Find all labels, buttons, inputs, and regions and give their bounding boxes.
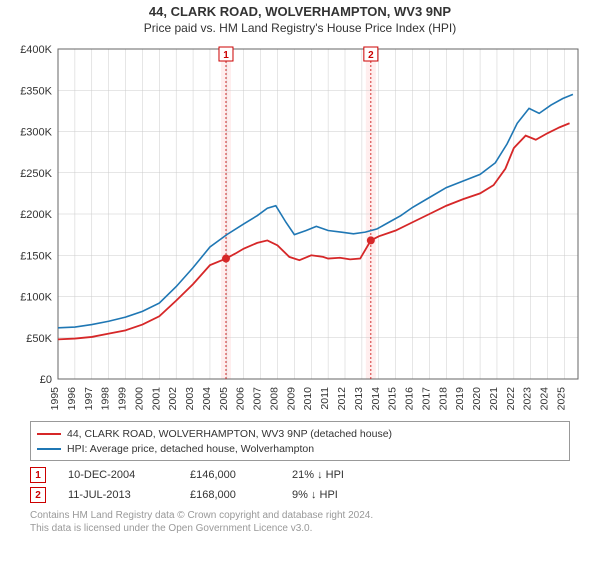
line-chart: £0 £50K £100K £150K £200K £250K £300K £350K £400… xyxy=(10,43,590,415)
svg-text:2016: 2016 xyxy=(404,387,416,411)
chart-subtitle: Price paid vs. HM Land Registry's House … xyxy=(0,21,600,35)
svg-text:2: 2 xyxy=(368,50,374,61)
svg-text:1999: 1999 xyxy=(117,387,129,411)
legend-label: HPI: Average price, detached house, Wolv… xyxy=(67,443,314,455)
svg-text:£350K: £350K xyxy=(20,85,52,97)
svg-text:2021: 2021 xyxy=(488,387,500,411)
svg-text:2007: 2007 xyxy=(252,387,264,411)
svg-text:1997: 1997 xyxy=(83,387,95,411)
transaction-date: 11-JUL-2013 xyxy=(68,489,168,501)
svg-text:2010: 2010 xyxy=(302,387,314,411)
transaction-marker: 1 xyxy=(30,467,46,483)
svg-text:2011: 2011 xyxy=(319,387,331,410)
svg-text:1995: 1995 xyxy=(49,387,61,411)
transaction-delta: 21% ↓ HPI xyxy=(292,469,382,481)
svg-text:£150K: £150K xyxy=(20,250,52,262)
svg-text:2024: 2024 xyxy=(539,387,551,411)
svg-text:2003: 2003 xyxy=(184,387,196,411)
svg-text:£50K: £50K xyxy=(26,333,52,345)
svg-text:2002: 2002 xyxy=(167,387,179,411)
svg-text:2004: 2004 xyxy=(201,387,213,411)
chart-title: 44, CLARK ROAD, WOLVERHAMPTON, WV3 9NP xyxy=(0,4,600,19)
svg-text:2018: 2018 xyxy=(437,387,449,411)
svg-text:2023: 2023 xyxy=(522,387,534,411)
svg-text:£200K: £200K xyxy=(20,209,52,221)
svg-text:2017: 2017 xyxy=(420,387,432,411)
svg-text:2006: 2006 xyxy=(235,387,247,411)
legend-swatch xyxy=(37,433,61,435)
svg-text:£300K: £300K xyxy=(20,127,52,139)
svg-text:1998: 1998 xyxy=(100,387,112,411)
chart-area: £0 £50K £100K £150K £200K £250K £300K £350K £400… xyxy=(10,43,590,415)
legend: 44, CLARK ROAD, WOLVERHAMPTON, WV3 9NP (… xyxy=(30,421,570,461)
transaction-table: 1 10-DEC-2004 £146,000 21% ↓ HPI 2 11-JUL-201… xyxy=(30,465,570,505)
transaction-row: 1 10-DEC-2004 £146,000 21% ↓ HPI xyxy=(30,465,570,485)
transaction-row: 2 11-JUL-2013 £168,000 9% ↓ HPI xyxy=(30,485,570,505)
svg-text:2019: 2019 xyxy=(454,387,466,411)
footer-attribution: Contains HM Land Registry data © Crown c… xyxy=(30,509,570,535)
svg-text:2008: 2008 xyxy=(268,387,280,411)
transaction-price: £146,000 xyxy=(190,469,270,481)
svg-text:2012: 2012 xyxy=(336,387,348,411)
svg-text:2025: 2025 xyxy=(555,387,567,411)
svg-text:2005: 2005 xyxy=(218,387,230,411)
svg-text:£100K: £100K xyxy=(20,292,52,304)
footer-line-1: Contains HM Land Registry data © Crown c… xyxy=(30,509,570,522)
svg-text:2014: 2014 xyxy=(370,387,382,411)
svg-text:1996: 1996 xyxy=(66,387,78,411)
svg-text:£0: £0 xyxy=(40,374,52,386)
transaction-marker: 2 xyxy=(30,487,46,503)
transaction-date: 10-DEC-2004 xyxy=(68,469,168,481)
svg-text:2001: 2001 xyxy=(150,387,162,411)
svg-text:£250K: £250K xyxy=(20,168,52,180)
svg-text:£400K: £400K xyxy=(20,44,52,56)
svg-text:2009: 2009 xyxy=(285,387,297,411)
legend-row: 44, CLARK ROAD, WOLVERHAMPTON, WV3 9NP (… xyxy=(37,426,563,441)
svg-text:2000: 2000 xyxy=(133,387,145,411)
svg-text:2022: 2022 xyxy=(505,387,517,411)
svg-text:2013: 2013 xyxy=(353,387,365,411)
legend-swatch xyxy=(37,448,61,450)
legend-label: 44, CLARK ROAD, WOLVERHAMPTON, WV3 9NP (… xyxy=(67,428,392,440)
transaction-delta: 9% ↓ HPI xyxy=(292,489,382,501)
svg-text:1: 1 xyxy=(223,50,229,61)
footer-line-2: This data is licensed under the Open Gov… xyxy=(30,522,570,535)
svg-text:2015: 2015 xyxy=(387,387,399,411)
svg-text:2020: 2020 xyxy=(471,387,483,411)
legend-row: HPI: Average price, detached house, Wolv… xyxy=(37,441,563,456)
transaction-price: £168,000 xyxy=(190,489,270,501)
